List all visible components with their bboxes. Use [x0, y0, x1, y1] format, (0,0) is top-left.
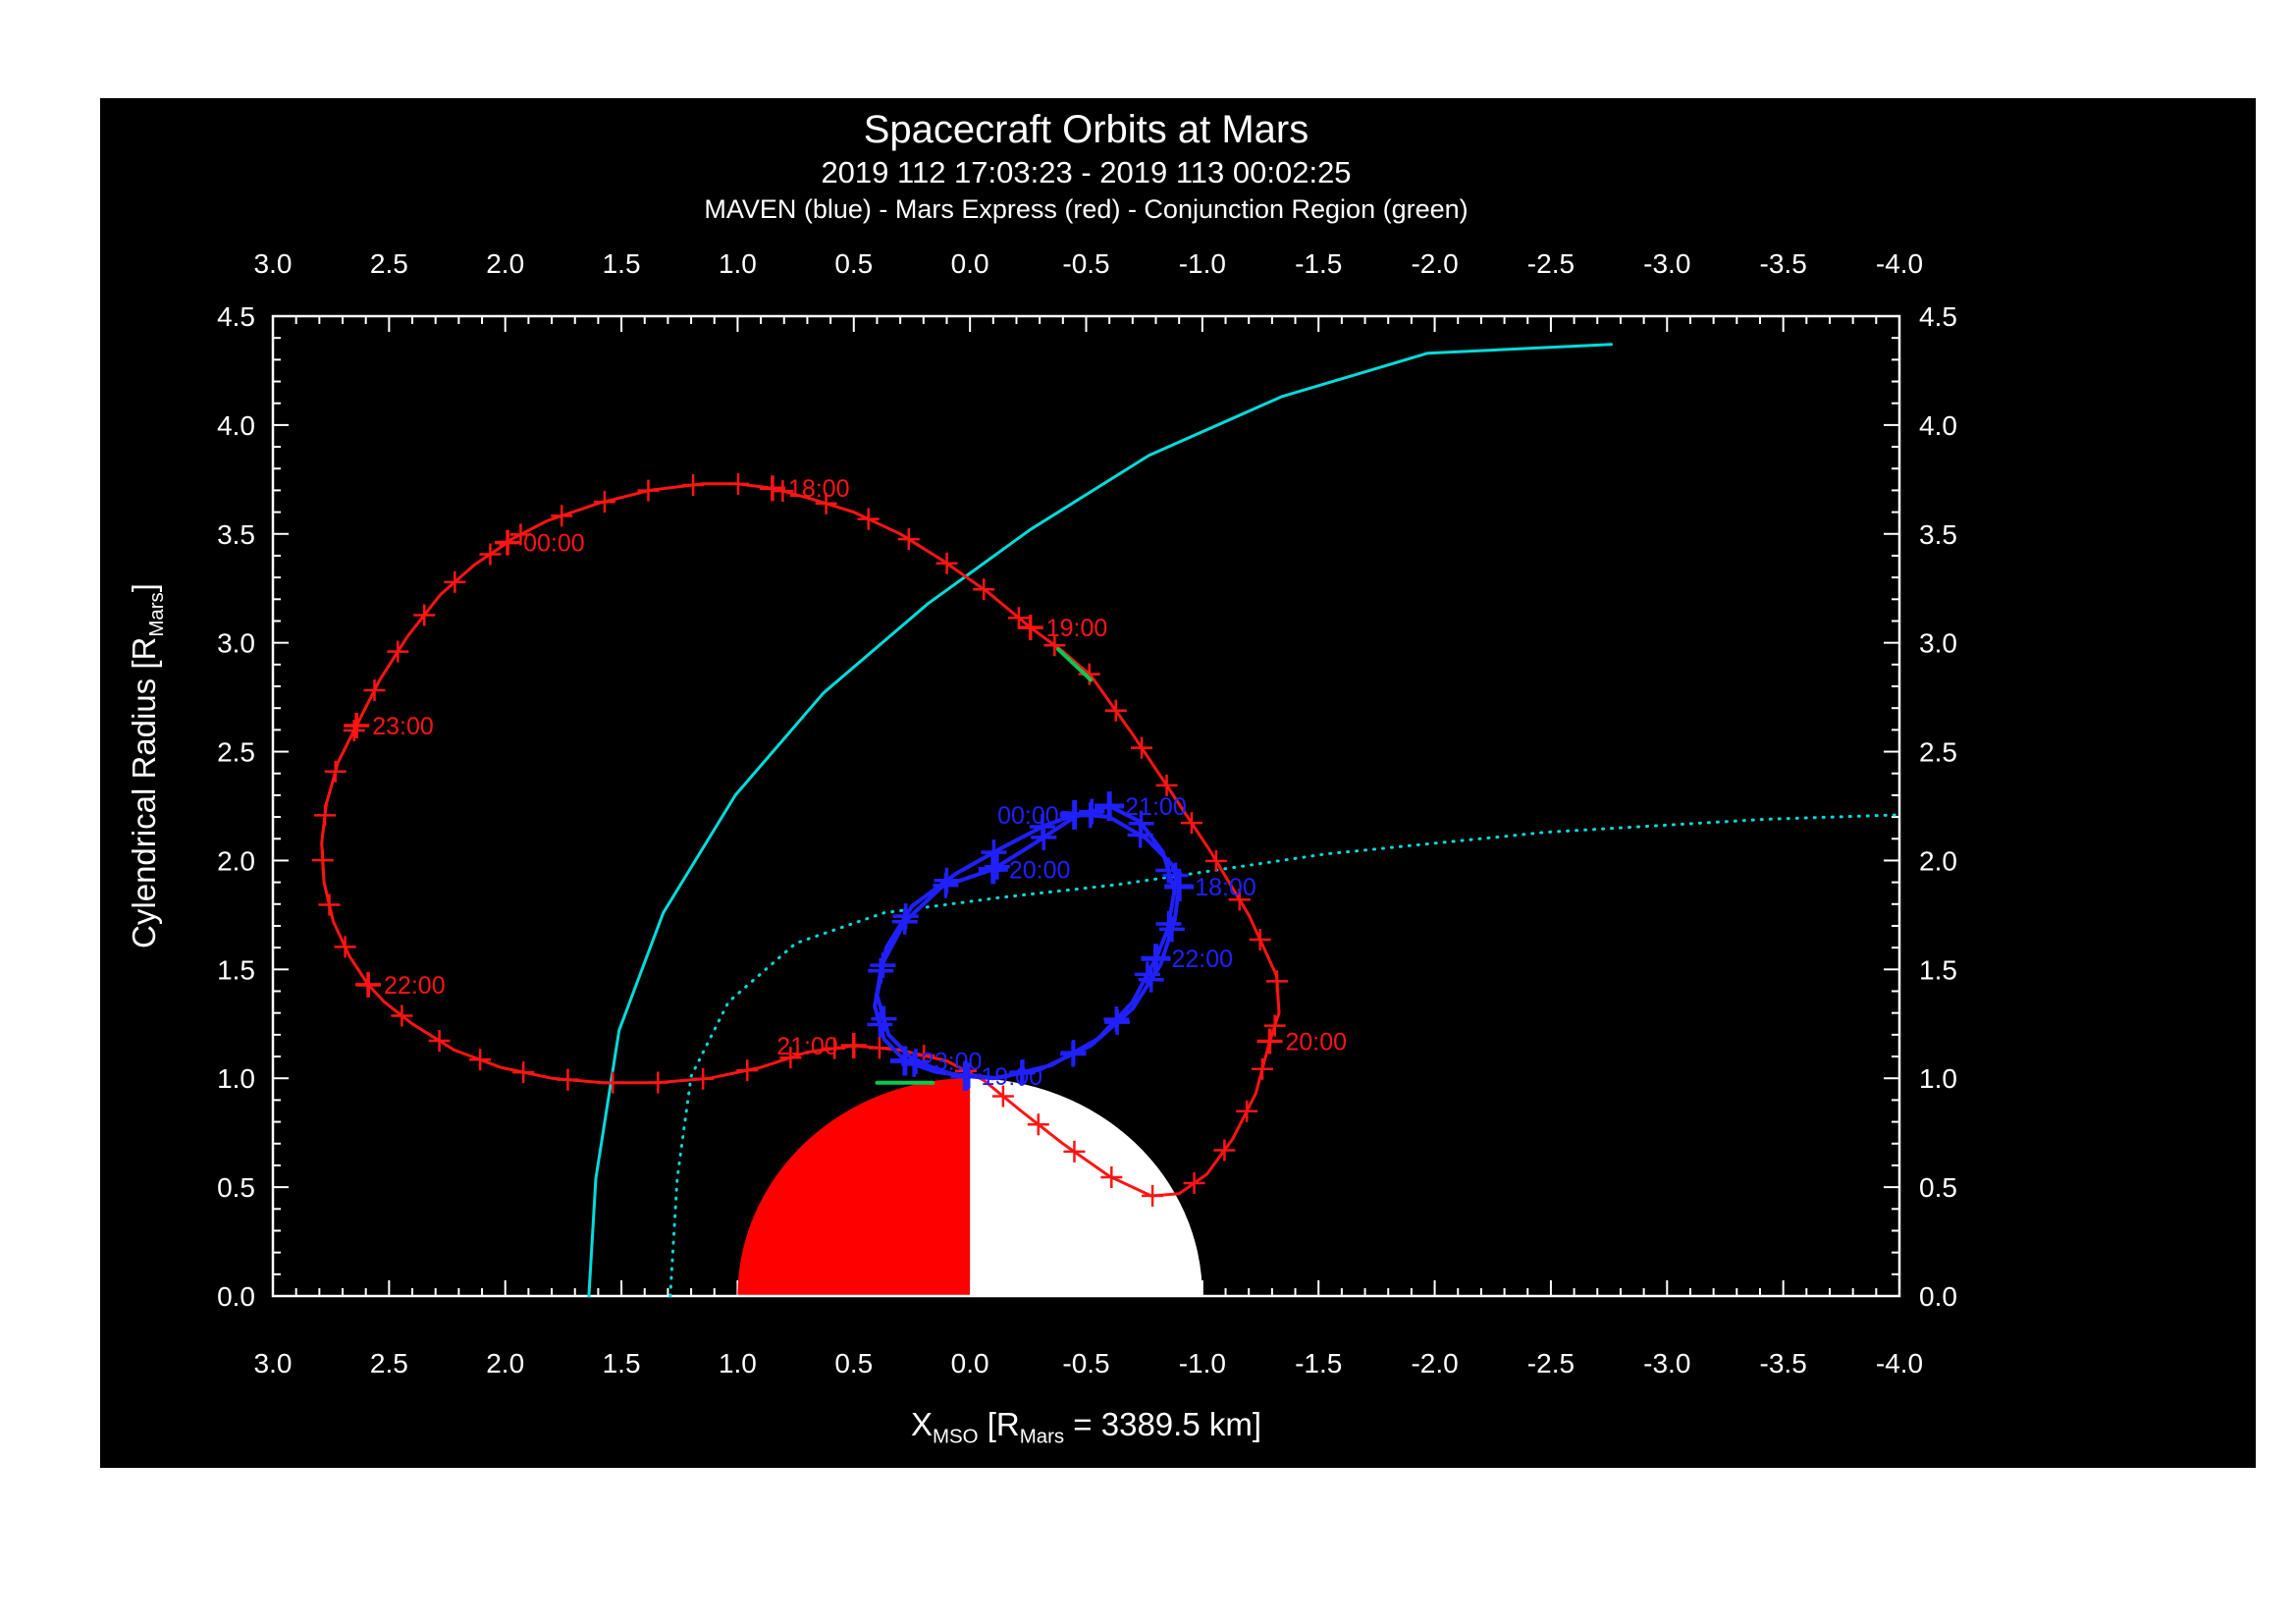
x-axis-title-main: X	[910, 1406, 933, 1442]
svg-text:-4.0: -4.0	[1876, 248, 1923, 279]
svg-text:-0.5: -0.5	[1062, 248, 1109, 279]
svg-text:1.0: 1.0	[719, 248, 757, 279]
svg-text:4.5: 4.5	[217, 301, 255, 332]
axes	[272, 315, 1900, 1297]
orbit-time-label: 20:00	[1286, 1029, 1348, 1056]
x-axis-title-sub2: Mars	[1019, 1425, 1065, 1448]
svg-text:2.5: 2.5	[370, 248, 408, 279]
svg-text:3.5: 3.5	[1919, 519, 1957, 550]
orbit-time-label: 00:00	[997, 802, 1059, 830]
mars-nightside	[970, 1078, 1202, 1296]
x-axis-title-mid: [R	[978, 1406, 1020, 1442]
svg-text:2.0: 2.0	[486, 248, 524, 279]
svg-text:0.0: 0.0	[1919, 1281, 1957, 1312]
svg-text:1.0: 1.0	[1919, 1063, 1957, 1094]
orbit-time-label: 19:00	[1046, 615, 1108, 642]
svg-text:3.0: 3.0	[254, 1348, 293, 1379]
orbit-time-label: 19:00	[981, 1063, 1042, 1091]
plot-panel: Spacecraft Orbits at Mars 2019 112 17:03…	[100, 98, 2256, 1468]
svg-text:1.5: 1.5	[603, 1348, 641, 1379]
tick-labels: 3.0 3.0 2.5 2.5 2.0 2.0 1.5 1.5 1.0 1.0 0.5 0.5 0.0 0…	[217, 248, 1957, 1379]
orbit-time-label: 18:00	[788, 475, 850, 503]
svg-text:0.0: 0.0	[951, 248, 989, 279]
orbit-time-label: 22:00	[1172, 946, 1234, 973]
svg-text:-1.5: -1.5	[1295, 1348, 1342, 1379]
orbit-time-label: 21:00	[1125, 793, 1187, 821]
maven-orbit-time-labels: 18:00 19:00 20:00 21:00 22:00 23:00 00:00	[889, 791, 1256, 1091]
svg-text:2.5: 2.5	[1919, 737, 1957, 768]
svg-text:1.5: 1.5	[217, 954, 255, 985]
svg-text:-1.0: -1.0	[1179, 1348, 1226, 1379]
plot-frame	[271, 314, 1901, 1298]
svg-text:-2.0: -2.0	[1411, 1348, 1458, 1379]
svg-text:3.5: 3.5	[217, 519, 255, 550]
svg-text:3.0: 3.0	[217, 628, 255, 659]
svg-text:3.0: 3.0	[1919, 628, 1957, 659]
orbit-time-label: 23:00	[921, 1048, 983, 1075]
svg-text:-1.0: -1.0	[1179, 248, 1226, 279]
chart-subtitle: 2019 112 17:03:23 - 2019 113 00:02:25	[821, 155, 1352, 189]
svg-text:1.5: 1.5	[1919, 954, 1957, 985]
orbit-time-label: 23:00	[372, 713, 434, 740]
svg-text:1.0: 1.0	[217, 1063, 255, 1094]
chart-legend: MAVEN (blue) - Mars Express (red) - Conj…	[704, 194, 1468, 224]
mars-express-orbit	[311, 472, 1288, 1207]
mars-disk	[737, 1078, 1202, 1296]
svg-text:1.5: 1.5	[603, 248, 641, 279]
mpb-boundary	[668, 813, 1901, 1298]
svg-text:2.0: 2.0	[217, 845, 255, 876]
orbit-time-label: 21:00	[776, 1033, 838, 1060]
svg-text:-3.0: -3.0	[1643, 1348, 1690, 1379]
orbit-plot-svg: 3.0 3.0 2.5 2.5 2.0 2.0 1.5 1.5 1.0 1.0 0.5 0.5 0.0 0…	[217, 248, 1957, 1379]
y-axis-title-pre: Cylendrical Radius [R	[126, 636, 163, 948]
svg-text:4.0: 4.0	[1919, 410, 1957, 441]
svg-text:3.0: 3.0	[254, 248, 293, 279]
y-axis-title: Cylendrical Radius [RMars]	[126, 583, 169, 948]
x-axis-title-tail: = 3389.5 km]	[1064, 1406, 1262, 1442]
svg-text:-4.0: -4.0	[1876, 1348, 1923, 1379]
mars-dayside	[737, 1078, 971, 1296]
orbit-time-label: 18:00	[1195, 874, 1256, 901]
svg-text:-2.0: -2.0	[1411, 248, 1458, 279]
svg-text:2.0: 2.0	[486, 1348, 524, 1379]
mars-express-orbit-time-labels: 18:00 19:00 20:00 21:00 22:00 23:00 00:00	[344, 475, 1347, 1060]
svg-text:-2.5: -2.5	[1527, 1348, 1575, 1379]
svg-text:0.5: 0.5	[217, 1172, 255, 1203]
svg-text:0.0: 0.0	[217, 1281, 255, 1312]
svg-text:-3.5: -3.5	[1760, 1348, 1807, 1379]
chart-title: Spacecraft Orbits at Mars	[863, 108, 1309, 151]
svg-text:4.0: 4.0	[217, 410, 255, 441]
x-axis-title: XMSO [RMars = 3389.5 km]	[273, 1406, 1899, 1449]
orbit-time-label: 22:00	[384, 972, 446, 1000]
svg-text:0.5: 0.5	[1919, 1172, 1957, 1203]
bow-shock-boundary	[587, 343, 1613, 1298]
svg-text:0.5: 0.5	[834, 1348, 873, 1379]
svg-text:-3.5: -3.5	[1760, 248, 1807, 279]
svg-text:-0.5: -0.5	[1062, 1348, 1109, 1379]
svg-text:4.5: 4.5	[1919, 301, 1957, 332]
svg-text:-3.0: -3.0	[1643, 248, 1690, 279]
svg-text:2.0: 2.0	[1919, 845, 1957, 876]
conjunction-region-a	[1056, 647, 1094, 682]
x-axis-title-sub: MSO	[932, 1425, 979, 1448]
y-axis-title-post: ]	[126, 583, 163, 593]
svg-text:-2.5: -2.5	[1527, 248, 1575, 279]
maven-orbit	[867, 798, 1189, 1090]
svg-text:2.5: 2.5	[370, 1348, 408, 1379]
orbit-time-label: 20:00	[1009, 856, 1071, 884]
orbit-time-label: 00:00	[523, 530, 585, 558]
svg-text:1.0: 1.0	[719, 1348, 757, 1379]
svg-text:-1.5: -1.5	[1295, 248, 1342, 279]
svg-text:0.0: 0.0	[951, 1348, 989, 1379]
y-axis-title-sub: Mars	[144, 592, 168, 637]
svg-text:2.5: 2.5	[217, 737, 255, 768]
svg-text:0.5: 0.5	[834, 248, 873, 279]
